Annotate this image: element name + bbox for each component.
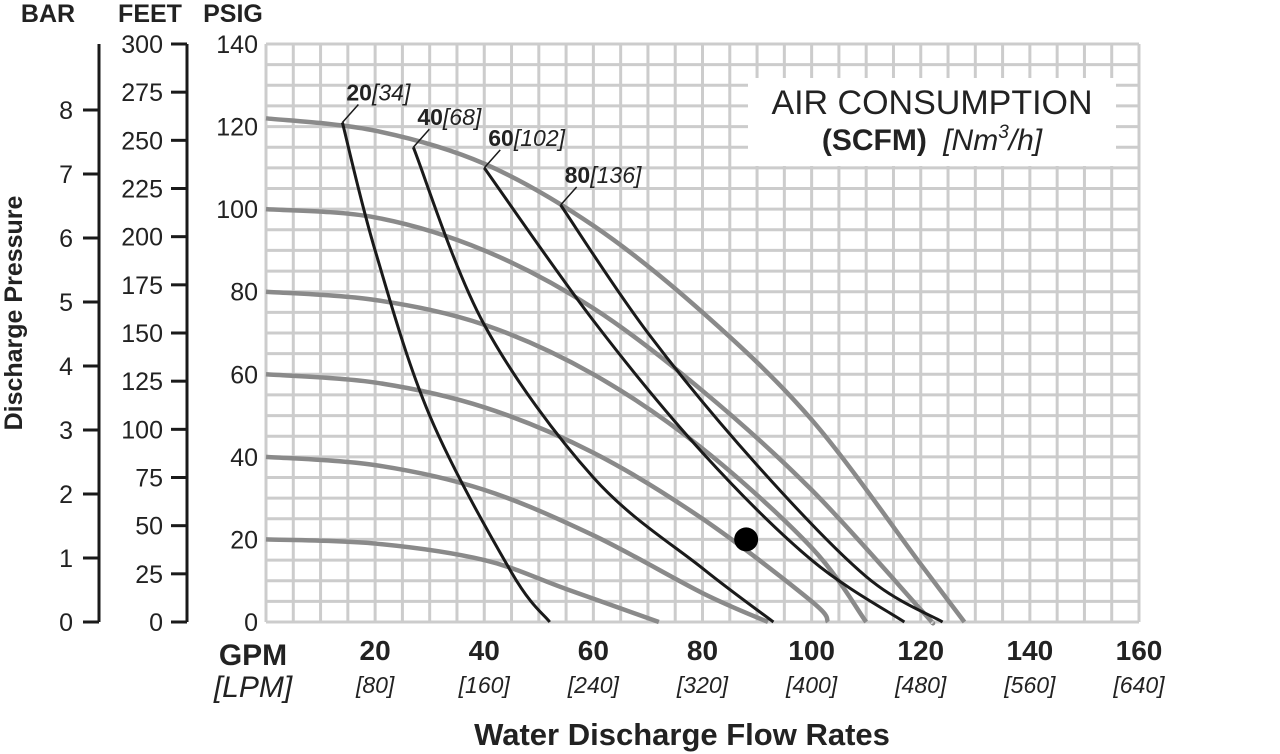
- feet-tick-label: 100: [121, 416, 163, 444]
- bar-tick-label: 6: [59, 225, 73, 253]
- air-curve-label-scfm: 60: [488, 125, 514, 151]
- grid: [264, 42, 1141, 624]
- psig-tick-label: 40: [230, 444, 258, 472]
- chart-title-unit-bold: (SCFM): [822, 124, 927, 157]
- feet-tick-label: 125: [121, 368, 163, 396]
- annotations: 20[34]40[68]60[102]80[136]: [341, 79, 759, 552]
- pressure-curve: [265, 289, 869, 624]
- air-curve-label-nm3h: [136]: [589, 162, 642, 188]
- psig-tick-label: 80: [230, 279, 258, 307]
- x-axis-title: Water Discharge Flow Rates: [474, 717, 890, 752]
- y-axis-title: Discharge Pressure: [0, 195, 28, 430]
- bar-tick-label: 4: [59, 353, 73, 381]
- air-curve-label-scfm: 80: [565, 162, 591, 188]
- pressure-curve: [265, 206, 936, 626]
- x-tick-label-gpm: 100: [788, 635, 835, 666]
- bar-tick-label: 5: [59, 289, 73, 317]
- bar-tick-label: 2: [59, 481, 73, 509]
- x-tick-label-gpm: 20: [360, 635, 391, 666]
- x-unit-lpm: [LPM]: [213, 671, 293, 704]
- feet-header: FEET: [118, 0, 182, 28]
- pressure-curves: [265, 116, 967, 626]
- air-curve: [559, 204, 944, 624]
- feet-tick-label: 225: [121, 176, 163, 204]
- air-curve: [340, 122, 551, 623]
- feet-tick-label: 275: [121, 79, 163, 107]
- x-tick-label-gpm: 120: [897, 635, 944, 666]
- air-consumption-curves: [340, 122, 944, 624]
- psig-tick-label: 120: [216, 114, 258, 142]
- air-curve-label-scfm: 20: [346, 79, 372, 105]
- bar-tick-label: 3: [59, 417, 73, 445]
- feet-tick-label: 300: [121, 31, 163, 59]
- pressure-curve: [265, 116, 967, 624]
- air-curve-leader: [412, 128, 430, 148]
- bar-tick-label: 7: [59, 161, 73, 189]
- x-tick-label-lpm: [80]: [355, 672, 395, 698]
- psig-tick-label: 100: [216, 196, 258, 224]
- x-unit-gpm: GPM: [219, 639, 287, 672]
- psig-tick-label: 20: [230, 526, 258, 554]
- feet-tick-label: 175: [121, 272, 163, 300]
- air-curve-label-nm3h: [34]: [371, 79, 411, 105]
- pressure-curve: [265, 454, 769, 625]
- feet-tick-label: 150: [121, 320, 163, 348]
- feet-tick-label: 50: [135, 513, 163, 541]
- feet-tick-label: 0: [149, 609, 163, 637]
- bar-tick-label: 1: [59, 545, 73, 573]
- x-tick-label-gpm: 80: [687, 635, 718, 666]
- bar-tick-label: 8: [59, 97, 73, 125]
- x-tick-label-lpm: [480]: [894, 672, 947, 698]
- chart-title-line1: AIR CONSUMPTION: [771, 84, 1092, 122]
- title-box: [748, 78, 1116, 166]
- pressure-scales: BAR FEET PSIG 02040608010012014002550751…: [21, 0, 1165, 698]
- bar-header: BAR: [21, 0, 75, 28]
- psig-tick-label: 60: [230, 361, 258, 389]
- pressure-curve: [265, 372, 830, 624]
- feet-tick-label: 75: [135, 465, 163, 493]
- psig-tick-label: 140: [216, 31, 258, 59]
- chart-title-unit-pre: [Nm: [942, 124, 998, 157]
- feet-tick-label: 25: [135, 561, 163, 589]
- pressure-curve: [265, 537, 660, 625]
- air-curve-label: 80[136]: [565, 162, 642, 188]
- chart-title-unit-post: /h]: [1007, 124, 1043, 157]
- bar-tick-label: 0: [59, 609, 73, 637]
- psig-header: PSIG: [203, 0, 263, 28]
- air-curve-leader: [560, 186, 578, 206]
- feet-tick-label: 200: [121, 224, 163, 252]
- x-tick-label-lpm: [400]: [785, 672, 838, 698]
- operating-point: [734, 527, 759, 552]
- air-curve-label-nm3h: [68]: [442, 104, 482, 130]
- x-tick-label-gpm: 60: [578, 635, 609, 666]
- air-curve-label-scfm: 40: [417, 104, 443, 130]
- air-curve-leader: [341, 103, 359, 123]
- psig-tick-label: 0: [244, 609, 258, 637]
- chart-title-line2: (SCFM) [Nm3/h]: [822, 122, 1043, 157]
- air-curve: [411, 146, 775, 624]
- x-tick-label-lpm: [240]: [567, 672, 620, 698]
- x-tick-label-lpm: [640]: [1112, 672, 1165, 698]
- x-tick-label-gpm: 140: [1007, 635, 1054, 666]
- air-curve: [483, 166, 906, 624]
- air-curve-leader: [483, 149, 501, 169]
- air-curve-label: 60[102]: [488, 125, 565, 151]
- x-tick-label-lpm: [560]: [1003, 672, 1056, 698]
- feet-tick-label: 250: [121, 127, 163, 155]
- x-tick-label-gpm: 40: [469, 635, 500, 666]
- x-tick-label-gpm: 160: [1116, 635, 1163, 666]
- chart-title-unit-sup: 3: [998, 122, 1009, 143]
- x-tick-label-lpm: [320]: [676, 672, 729, 698]
- air-curve-label: 40[68]: [417, 104, 482, 130]
- air-curve-label-nm3h: [102]: [513, 125, 566, 151]
- air-curve-label: 20[34]: [346, 79, 411, 105]
- x-tick-label-lpm: [160]: [458, 672, 511, 698]
